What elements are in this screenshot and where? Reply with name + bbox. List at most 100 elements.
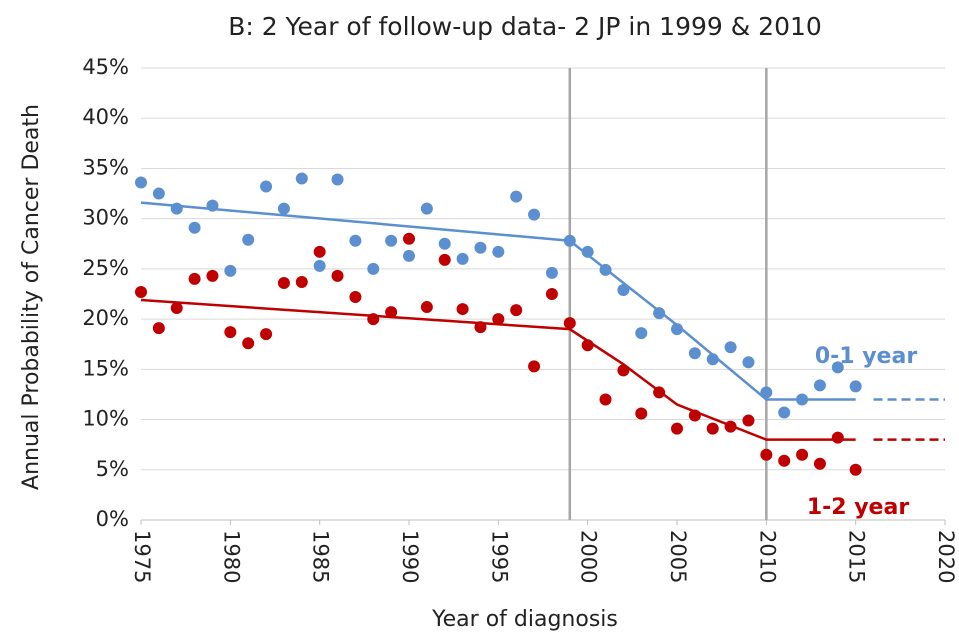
point bbox=[545, 288, 558, 300]
y-tick-label: 15% bbox=[82, 356, 129, 380]
point bbox=[420, 202, 433, 215]
point bbox=[313, 245, 326, 258]
point bbox=[403, 232, 415, 245]
point bbox=[510, 190, 523, 203]
point bbox=[796, 448, 809, 461]
point bbox=[724, 341, 737, 354]
chart-title: B: 2 Year of follow-up data- 2 JP in 199… bbox=[228, 12, 822, 41]
point bbox=[742, 356, 755, 369]
point bbox=[242, 233, 255, 246]
point bbox=[831, 431, 844, 444]
y-tick-label: 35% bbox=[82, 155, 129, 179]
x-tick-label: 2005 bbox=[666, 530, 690, 583]
point bbox=[206, 199, 219, 212]
point bbox=[581, 339, 594, 352]
point bbox=[474, 321, 487, 334]
point bbox=[492, 313, 505, 326]
point bbox=[188, 221, 201, 234]
point bbox=[260, 328, 273, 341]
point bbox=[706, 353, 719, 366]
point bbox=[295, 172, 308, 185]
x-tick-label: 1980 bbox=[219, 530, 243, 583]
y-tick-label: 45% bbox=[82, 55, 129, 79]
point bbox=[813, 379, 826, 392]
point bbox=[635, 327, 648, 340]
point bbox=[135, 176, 147, 189]
point bbox=[849, 463, 862, 476]
point bbox=[295, 275, 308, 288]
point bbox=[563, 317, 576, 330]
point bbox=[760, 386, 773, 399]
point bbox=[778, 454, 791, 467]
point bbox=[545, 266, 558, 279]
point bbox=[617, 283, 630, 296]
point bbox=[706, 422, 719, 435]
y-tick-label: 0% bbox=[96, 507, 129, 531]
y-tick-label: 40% bbox=[82, 105, 129, 129]
point bbox=[206, 269, 219, 282]
point bbox=[796, 393, 809, 406]
point bbox=[456, 303, 469, 316]
point bbox=[653, 386, 666, 399]
x-tick-label: 1975 bbox=[130, 530, 154, 583]
x-tick-label: 2010 bbox=[755, 530, 779, 583]
y-tick-label: 20% bbox=[82, 306, 129, 330]
point bbox=[438, 237, 451, 250]
point bbox=[349, 234, 362, 247]
x-tick-label: 2000 bbox=[577, 530, 601, 583]
trend-line bbox=[140, 201, 856, 401]
x-tick-label: 1985 bbox=[309, 530, 333, 583]
x-axis-title: Year of diagnosis bbox=[431, 607, 618, 632]
y-tick-label: 10% bbox=[82, 407, 129, 431]
point bbox=[438, 253, 451, 266]
y-tick-label: 5% bbox=[96, 457, 129, 481]
point bbox=[331, 269, 344, 282]
point bbox=[224, 326, 237, 339]
series-label: 0-1 year bbox=[815, 344, 918, 369]
point bbox=[688, 347, 701, 360]
point bbox=[831, 361, 844, 374]
point bbox=[671, 422, 683, 435]
point bbox=[581, 245, 594, 258]
point bbox=[635, 407, 648, 420]
x-tick-label: 2020 bbox=[934, 530, 958, 583]
x-tick-label: 2015 bbox=[845, 530, 869, 583]
point bbox=[152, 322, 165, 335]
point bbox=[313, 259, 326, 272]
point bbox=[778, 406, 791, 419]
x-tick-label: 1995 bbox=[487, 530, 511, 583]
point bbox=[403, 249, 415, 262]
point bbox=[742, 414, 755, 427]
point bbox=[367, 313, 380, 326]
point bbox=[135, 285, 147, 298]
point bbox=[760, 448, 773, 461]
point bbox=[385, 234, 398, 247]
point bbox=[599, 393, 612, 406]
point bbox=[528, 208, 541, 221]
x-tick-label: 1990 bbox=[398, 530, 422, 583]
point bbox=[688, 409, 701, 422]
point bbox=[528, 360, 541, 373]
point bbox=[653, 307, 666, 320]
point bbox=[277, 202, 290, 215]
point bbox=[170, 302, 183, 315]
y-axis-title: Annual Probability of Cancer Death bbox=[19, 104, 44, 490]
point bbox=[599, 263, 612, 276]
point bbox=[510, 304, 523, 317]
point bbox=[188, 272, 201, 285]
point bbox=[349, 291, 362, 304]
point bbox=[849, 380, 862, 393]
point bbox=[456, 252, 469, 265]
point bbox=[367, 262, 380, 275]
point bbox=[474, 241, 487, 254]
point bbox=[671, 323, 683, 336]
y-tick-label: 30% bbox=[82, 206, 129, 230]
point bbox=[420, 301, 433, 314]
point bbox=[563, 234, 576, 247]
point bbox=[331, 173, 344, 186]
y-tick-label: 25% bbox=[82, 256, 129, 280]
series-label: 1-2 year bbox=[807, 495, 910, 520]
point bbox=[813, 457, 826, 470]
point bbox=[224, 264, 237, 277]
